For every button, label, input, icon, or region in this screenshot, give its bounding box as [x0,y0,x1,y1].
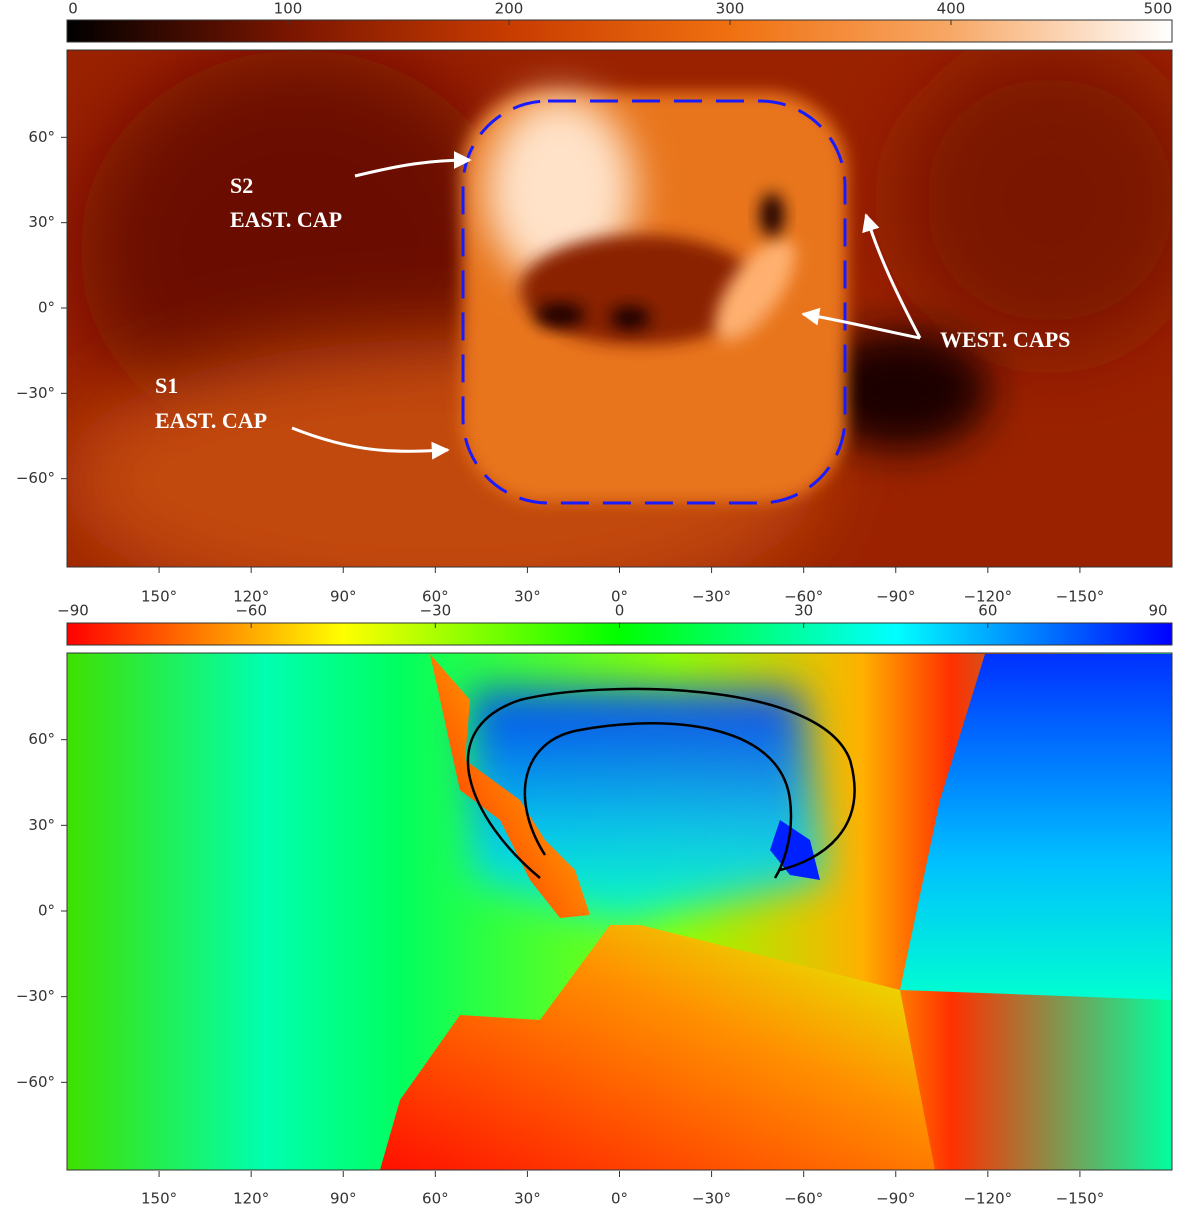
y-tick-label: 60° [28,730,55,748]
y-tick-label: −60° [16,469,55,487]
y-tick-label: −30° [16,987,55,1005]
x-tick-label: −150° [1056,1190,1105,1208]
x-tick-label: 150° [141,1190,177,1208]
colorbar-tick-label: 300 [716,0,745,18]
x-tick-label: −30° [692,1190,731,1208]
annotation: EAST. CAP [230,207,342,232]
colorbar [66,19,1173,43]
annotation: WEST. CAPS [940,327,1070,352]
x-tick-label: −30° [692,588,731,606]
x-tick-label: −150° [1056,588,1105,606]
colorbar-tick-label: 0 [615,602,625,620]
colorbar-tick-label: −30 [420,602,452,620]
colorbar-tick-label: 90 [1148,602,1167,620]
x-tick-label: 90° [330,588,357,606]
x-tick-label: 30° [514,1190,541,1208]
x-tick-label: 0° [611,1190,628,1208]
map-field-top [67,50,1172,567]
x-tick-label: 120° [233,1190,269,1208]
colorbar-tick-label: 30 [794,602,813,620]
colorbar-tick-label: −90 [57,602,89,620]
x-tick-label: −60° [784,588,823,606]
y-tick-label: 0° [38,299,55,317]
y-tick-label: 30° [28,213,55,231]
map-field-bottom [67,653,1172,1170]
x-tick-label: −90° [876,588,915,606]
x-tick-label: 60° [422,1190,449,1208]
annotation: EAST. CAP [155,408,267,433]
y-tick-label: 0° [38,902,55,920]
x-tick-label: −120° [963,1190,1012,1208]
x-tick-label: 0° [611,588,628,606]
x-tick-label: −120° [963,588,1012,606]
x-tick-label: 30° [514,588,541,606]
y-tick-label: −60° [16,1073,55,1091]
colorbar-tick-label: −60 [235,602,267,620]
y-tick-label: 60° [28,128,55,146]
colorbar-tick-label: 100 [274,0,303,18]
x-tick-label: 90° [330,1190,357,1208]
colorbar-tick-label: 200 [495,0,524,18]
colorbar-tick-label: 0 [68,0,78,18]
x-tick-label: −60° [784,1190,823,1208]
colorbar-tick-label: 60 [978,602,997,620]
x-tick-label: 60° [422,588,449,606]
colorbar-tick-label: 400 [937,0,966,18]
y-tick-label: −30° [16,384,55,402]
x-tick-label: 120° [233,588,269,606]
x-tick-label: 150° [141,588,177,606]
y-tick-label: 30° [28,816,55,834]
annotation: S1 [155,373,178,398]
x-tick-label: −90° [876,1190,915,1208]
colorbar-tick-label: 500 [1144,0,1173,18]
annotation: S2 [230,173,253,198]
